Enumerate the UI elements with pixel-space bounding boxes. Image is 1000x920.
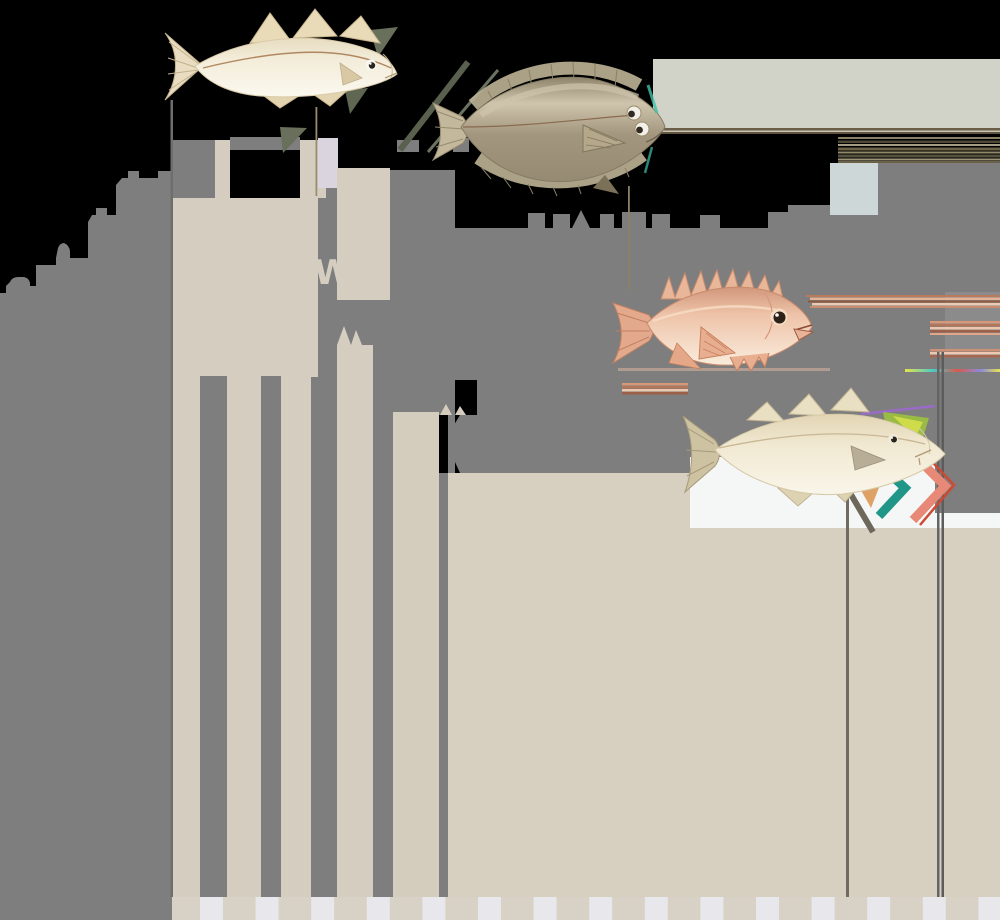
olive-smear-lines [653,128,1000,163]
gray-comb-bar-4 [373,377,393,897]
checker-cell [700,897,724,920]
beige-panel-a [173,140,326,897]
gray-comb-bar-5 [440,473,448,897]
vertical-line-whiting [315,107,318,196]
haddock-fish [682,387,956,534]
salmon-smear-group-2 [930,321,1000,335]
checker-cell [422,897,446,920]
beige-zigzag-fragment [440,404,466,415]
checker-cell [255,897,279,920]
beige-bar-3 [393,412,439,897]
rainbow-glitch-line [905,369,1000,372]
checker-cell [311,897,335,920]
salmon-smear-group-1 [806,295,1000,308]
beige-panel-b-upper [337,168,390,300]
checker-cell [533,897,557,920]
checker-cell [867,897,891,920]
checker-cell [366,897,390,920]
vertical-line-mid-right [846,470,849,897]
sage-band [653,59,1000,128]
checker-cell [589,897,613,920]
lavender-block [318,138,338,188]
black-pocket [439,415,448,473]
vertical-line-right-b [941,352,944,897]
gray-comb-bar-1 [200,376,227,897]
gray-comb-bar-3 [311,377,337,897]
checker-cell [644,897,668,920]
big-beige-block [448,473,1000,920]
vertical-line-right-a [937,352,940,897]
panel-a-transparent-notch [230,150,300,198]
vertical-line-left [170,100,173,897]
faint-smear-under-redfish [618,368,830,371]
checker-cell [200,897,223,920]
salmon-smear-group-4 [622,383,688,395]
checker-cell [811,897,835,920]
bluegray-block [830,163,878,215]
left-gray-staircase-block [0,171,172,920]
redfish-fish [611,267,815,373]
checker-cell [922,897,946,920]
salmon-smear-group-3 [930,349,1000,358]
checker-cell [756,897,779,920]
checker-strip [172,897,1000,920]
gray-column-upper [318,198,337,377]
plaice-fish [431,61,666,197]
checker-cell [978,897,1000,920]
vertical-line-plaice [628,186,630,290]
gray-block-top-left [173,140,215,198]
whiting-fish [164,8,398,109]
echo-fins [280,27,500,153]
checker-cell [478,897,501,920]
gray-comb-bar-2 [261,376,281,897]
beige-panel-b-lower [337,326,373,897]
